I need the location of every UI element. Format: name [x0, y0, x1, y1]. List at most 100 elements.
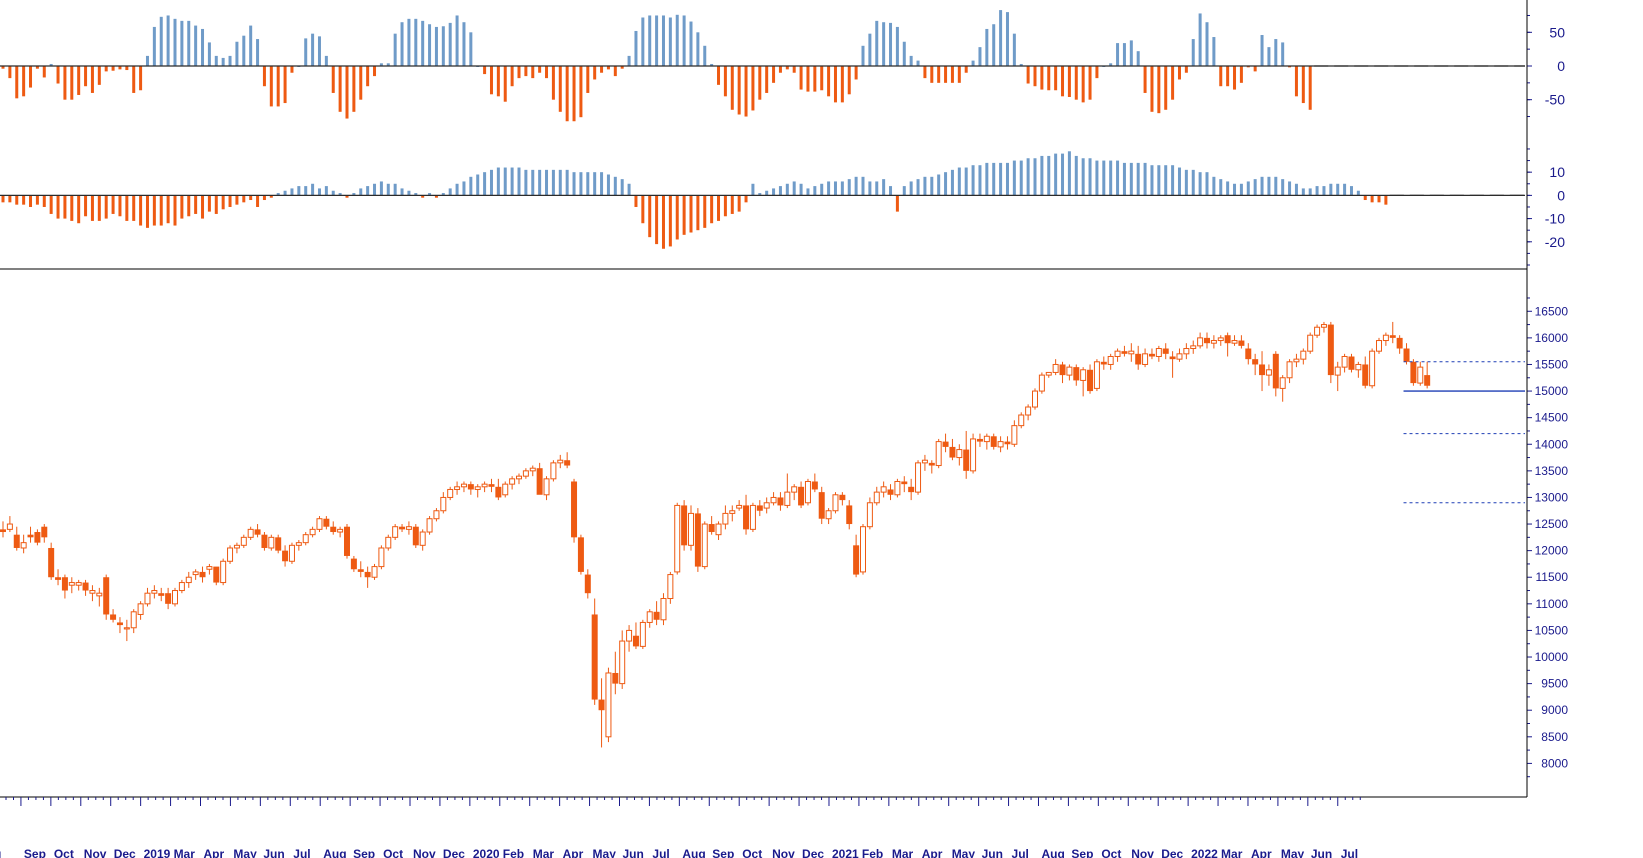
candle-body-up	[1355, 363, 1362, 371]
histogram-bar	[957, 66, 961, 83]
histogram-bar	[524, 66, 528, 77]
candle-body-up	[736, 504, 743, 509]
histogram-bar	[166, 15, 170, 66]
candle-body-down	[199, 571, 206, 578]
histogram-bar	[448, 22, 452, 67]
x-month-label: Apr	[922, 847, 943, 858]
candle-body-down	[577, 537, 584, 572]
candle-body-down	[1389, 335, 1396, 338]
histogram-bar	[1, 66, 5, 69]
histogram-bar	[1205, 172, 1209, 196]
histogram-bar	[806, 66, 810, 92]
candle-body-up	[447, 488, 454, 498]
histogram-bar	[104, 195, 108, 219]
histogram-bar	[923, 66, 927, 79]
candle-body-up	[247, 528, 254, 538]
histogram-bar	[221, 57, 225, 66]
histogram-bar	[428, 24, 432, 66]
histogram-bar	[579, 66, 583, 118]
x-month-label: Apr	[1251, 847, 1272, 858]
x-month-label: Oct	[54, 847, 74, 858]
histogram-bar	[428, 193, 432, 196]
histogram-bar	[70, 66, 74, 100]
candle-body-up	[1155, 348, 1162, 357]
histogram-bar	[840, 66, 844, 103]
candle-body-up	[454, 486, 461, 490]
candle-body-down	[103, 577, 110, 615]
histogram-bar	[1040, 66, 1044, 90]
histogram-bar	[414, 18, 418, 66]
candle-body-up	[639, 621, 646, 647]
histogram-bar	[785, 66, 789, 70]
candle-body-up	[433, 510, 440, 520]
histogram-bar	[256, 195, 260, 207]
histogram-bar	[655, 195, 659, 245]
histogram-bar	[854, 176, 858, 196]
histogram-bar	[916, 179, 920, 196]
histogram-bar	[1019, 63, 1023, 66]
histogram-bar	[930, 66, 934, 83]
histogram-bar	[15, 66, 19, 99]
x-month-label: Mar	[1221, 847, 1243, 858]
histogram-bar	[194, 25, 198, 66]
candle-body-down	[467, 484, 474, 490]
histogram-bar	[600, 172, 604, 196]
y-tick-label: -10	[1545, 211, 1565, 227]
histogram-bar	[1260, 35, 1264, 66]
candle-body-down	[1403, 348, 1410, 362]
histogram-bar	[847, 66, 851, 95]
candle-body-up	[791, 486, 798, 493]
histogram-bar	[675, 195, 679, 240]
histogram-bar	[331, 66, 335, 93]
histogram-bar	[359, 188, 363, 196]
x-month-label: Mar	[892, 847, 914, 858]
histogram-bar	[1301, 188, 1305, 196]
histogram-bar	[304, 186, 308, 196]
histogram-bar	[840, 181, 844, 196]
histogram-bar	[1281, 179, 1285, 196]
histogram-bar	[283, 66, 287, 104]
x-month-label: Sep	[712, 847, 734, 858]
histogram-bar	[703, 195, 707, 228]
candle-body-up	[1334, 366, 1341, 376]
candle-body-up	[935, 441, 942, 467]
histogram-bar	[806, 188, 810, 196]
candle-body-up	[866, 502, 873, 528]
histogram-bar	[455, 183, 459, 196]
histogram-bar	[352, 66, 356, 112]
histogram-bar	[1, 195, 5, 203]
histogram-bar	[1040, 155, 1044, 196]
candle-body-down	[1059, 364, 1066, 376]
y-tick-label: 10000	[1535, 650, 1569, 664]
histogram-bar	[77, 195, 81, 224]
candle-body-down	[13, 534, 20, 548]
histogram-bar	[1315, 186, 1319, 196]
histogram-bar	[49, 63, 53, 66]
candle-body-up	[1093, 361, 1100, 389]
histogram-bar	[228, 55, 232, 66]
histogram-bar	[1274, 39, 1278, 66]
candle-body-up	[715, 523, 722, 536]
candle-body-up	[227, 547, 234, 562]
histogram-bar	[15, 195, 19, 205]
histogram-bar	[483, 66, 487, 75]
x-month-label: Dec	[443, 847, 465, 858]
histogram-bar	[992, 24, 996, 66]
candle-body-down	[1252, 359, 1259, 365]
candle-body-down	[818, 492, 825, 519]
candle-body-up	[956, 449, 963, 459]
candle-body-down	[350, 558, 357, 570]
x-month-label: Aug	[1041, 847, 1064, 858]
histogram-bar	[820, 183, 824, 196]
histogram-bar	[249, 195, 253, 201]
candle-body-down	[798, 486, 805, 506]
histogram-bar	[22, 66, 26, 97]
candle-body-down	[942, 441, 949, 447]
histogram-bar	[909, 181, 913, 196]
candle-body-up	[1417, 366, 1424, 384]
histogram-bar	[1191, 39, 1195, 66]
histogram-bar	[352, 193, 356, 196]
candle-body-up	[1320, 324, 1327, 328]
candle-body-down	[0, 529, 6, 533]
candle-body-up	[619, 640, 626, 685]
